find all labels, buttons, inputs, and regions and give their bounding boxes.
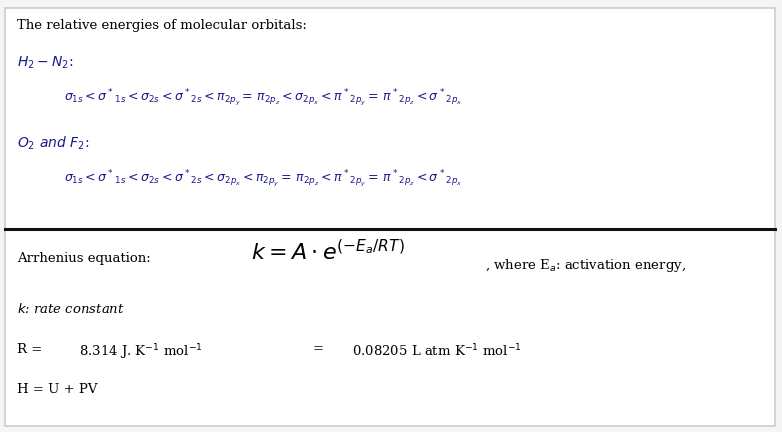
- Text: $\sigma_{1s} < \sigma^*{}_{1s} < \sigma_{2s} < \sigma^*{}_{2s} < \pi_{2p_y}{=}\,: $\sigma_{1s} < \sigma^*{}_{1s} < \sigma_…: [63, 87, 462, 108]
- Text: =: =: [313, 343, 324, 356]
- Text: 0.08205 L atm K$^{-1}$ mol$^{-1}$: 0.08205 L atm K$^{-1}$ mol$^{-1}$: [352, 343, 522, 359]
- Text: 8.314 J. K$^{-1}$ mol$^{-1}$: 8.314 J. K$^{-1}$ mol$^{-1}$: [79, 343, 203, 362]
- Text: $k = A \cdot e^{(-E_a/RT)}$: $k = A \cdot e^{(-E_a/RT)}$: [251, 240, 404, 265]
- Text: H = U + PV: H = U + PV: [17, 383, 98, 397]
- Text: $k$: rate constant: $k$: rate constant: [17, 302, 125, 316]
- Text: $\mathbf{\mathit{H_2 - N_2}}$:: $\mathbf{\mathit{H_2 - N_2}}$:: [17, 55, 74, 71]
- Text: R =: R =: [17, 343, 46, 356]
- FancyBboxPatch shape: [5, 8, 775, 426]
- Text: Arrhenius equation:: Arrhenius equation:: [17, 252, 151, 266]
- Text: $\sigma_{1s} < \sigma^*{}_{1s} < \sigma_{2s} < \sigma^*{}_{2s} < \sigma_{2p_x} <: $\sigma_{1s} < \sigma^*{}_{1s} < \sigma_…: [63, 169, 462, 190]
- Text: The relative energies of molecular orbitals:: The relative energies of molecular orbit…: [17, 19, 307, 32]
- Text: , where E$_a$: activation energy,: , where E$_a$: activation energy,: [485, 257, 686, 274]
- Text: $\mathbf{\mathit{O_2\ and\ F_2}}$:: $\mathbf{\mathit{O_2\ and\ F_2}}$:: [17, 134, 89, 152]
